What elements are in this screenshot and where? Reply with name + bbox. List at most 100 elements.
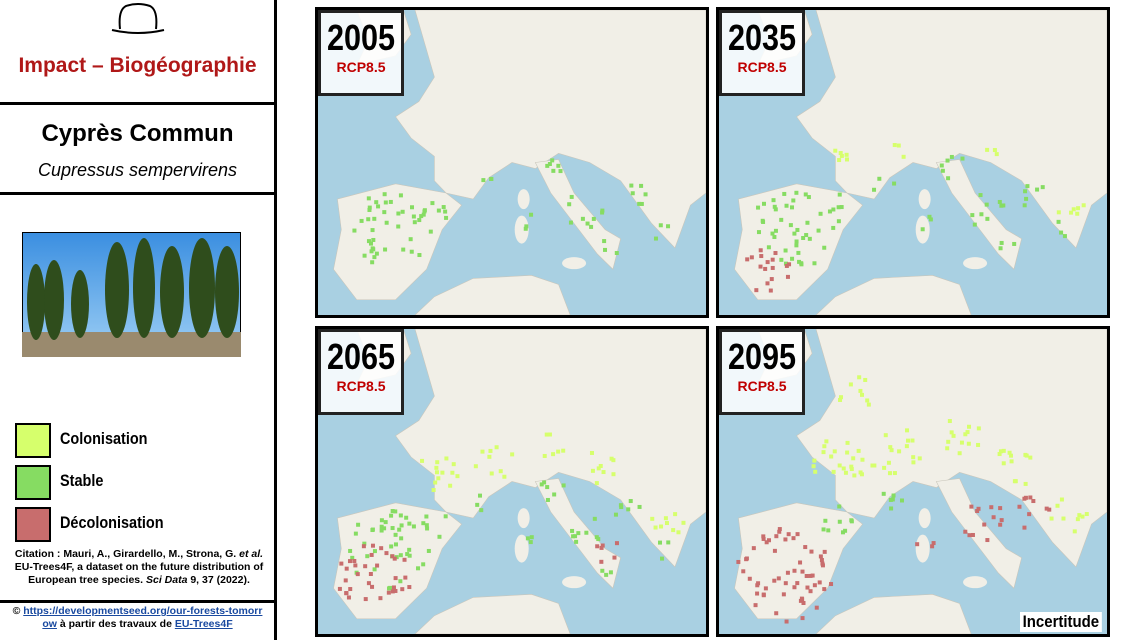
range-cell xyxy=(399,536,404,541)
range-cell xyxy=(417,253,422,258)
island xyxy=(963,257,988,270)
map xyxy=(318,329,706,634)
range-cell xyxy=(989,505,994,510)
range-cell xyxy=(366,217,371,222)
range-cell xyxy=(382,210,387,215)
range-cell xyxy=(814,605,819,610)
range-cell xyxy=(1059,230,1064,235)
range-cell xyxy=(393,509,398,514)
range-cell xyxy=(837,504,842,509)
range-cell xyxy=(479,508,484,513)
range-cell xyxy=(650,516,655,521)
range-cell xyxy=(573,534,578,539)
range-cell xyxy=(761,593,766,598)
range-cell xyxy=(1017,504,1022,509)
range-cell xyxy=(781,592,786,597)
range-cell xyxy=(525,536,530,541)
range-cell xyxy=(421,212,426,217)
range-cell xyxy=(818,554,823,559)
range-cell xyxy=(822,587,827,592)
range-cell xyxy=(386,590,391,595)
range-cell xyxy=(761,219,766,224)
range-cell xyxy=(849,467,854,472)
range-cell xyxy=(736,559,741,564)
range-cell xyxy=(945,158,950,163)
range-cell xyxy=(489,176,494,181)
range-cell xyxy=(979,212,984,217)
range-cell xyxy=(930,544,935,549)
range-cell xyxy=(887,471,892,476)
range-cell xyxy=(761,201,766,206)
source-link[interactable]: EU-Trees4F xyxy=(174,618,233,630)
range-cell xyxy=(978,193,983,198)
range-cell xyxy=(998,246,1003,251)
range-cell xyxy=(812,458,817,463)
range-cell xyxy=(785,570,790,575)
range-cell xyxy=(906,438,911,443)
range-cell xyxy=(865,398,870,403)
range-cell xyxy=(1009,459,1014,464)
source-text: à partir des travaux de xyxy=(56,618,175,630)
range-cell xyxy=(400,587,405,592)
range-cell xyxy=(829,454,834,459)
range-cell xyxy=(556,163,561,168)
legend-label: Stable xyxy=(60,471,104,490)
range-cell xyxy=(774,534,779,539)
range-cell xyxy=(601,470,606,475)
range-cell xyxy=(836,219,841,224)
range-cell xyxy=(390,554,395,559)
range-cell xyxy=(451,462,456,467)
range-cell xyxy=(384,220,389,225)
range-cell xyxy=(434,470,439,475)
range-cell xyxy=(774,611,779,616)
range-cell xyxy=(580,216,585,221)
source-link[interactable]: https://developmentseed.org/our-forests-… xyxy=(23,605,263,630)
range-cell xyxy=(637,201,642,206)
range-cell xyxy=(1081,203,1086,208)
range-cell xyxy=(419,214,424,219)
range-cell xyxy=(852,473,857,478)
source-text: © xyxy=(12,605,21,617)
range-cell xyxy=(848,382,853,387)
range-cell xyxy=(405,552,410,557)
range-cell xyxy=(773,251,778,256)
range-cell xyxy=(783,581,788,586)
range-cell xyxy=(424,514,429,519)
range-cell xyxy=(630,191,635,196)
range-cell xyxy=(756,205,761,210)
range-cell xyxy=(843,470,848,475)
range-cell xyxy=(369,552,374,557)
range-cell xyxy=(370,584,375,589)
range-cell xyxy=(1061,516,1066,521)
range-cell xyxy=(803,545,808,550)
range-cell xyxy=(614,251,619,256)
range-cell xyxy=(389,513,394,518)
range-cell xyxy=(836,205,841,210)
range-cell xyxy=(433,480,438,485)
range-cell xyxy=(544,432,549,437)
range-cell xyxy=(673,512,678,517)
range-cell xyxy=(426,548,431,553)
range-cell xyxy=(409,249,414,254)
range-cell xyxy=(653,525,658,530)
range-cell xyxy=(374,251,379,256)
land xyxy=(414,594,571,634)
range-cell xyxy=(770,257,775,262)
range-cell xyxy=(356,522,361,527)
range-cell xyxy=(417,218,422,223)
range-cell xyxy=(917,456,922,461)
range-cell xyxy=(430,201,435,206)
range-cell xyxy=(348,548,353,553)
range-cell xyxy=(664,521,669,526)
range-cell xyxy=(963,529,968,534)
range-cell xyxy=(393,542,398,547)
range-cell xyxy=(371,247,376,252)
range-cell xyxy=(801,236,806,241)
range-cell xyxy=(396,211,401,216)
range-cell xyxy=(976,426,981,431)
map-label: 2035 RCP8.5 xyxy=(719,10,805,96)
range-cell xyxy=(797,259,802,264)
range-cell xyxy=(997,452,1002,457)
range-cell xyxy=(939,163,944,168)
range-cell xyxy=(379,546,384,551)
